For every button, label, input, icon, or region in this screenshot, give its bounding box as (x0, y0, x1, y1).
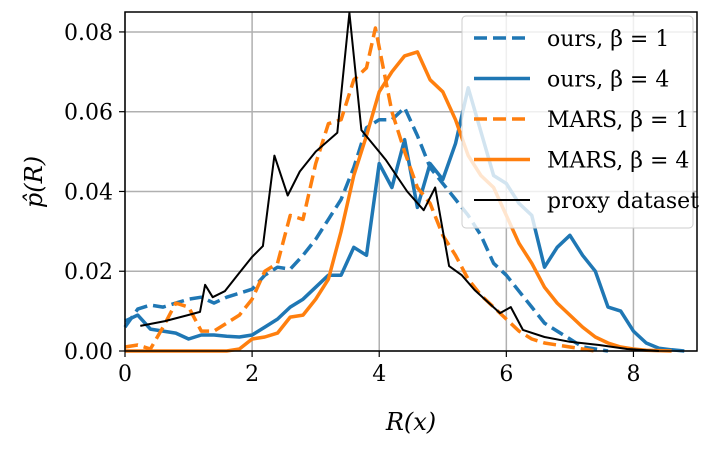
legend-box (461, 15, 694, 229)
ticks: 0 2 4 6 8 0.00 0.02 0.04 0.06 0.08 (64, 21, 640, 387)
legend: ours, β = 1 ours, β = 4 MARS, β = 1 MARS, β… (461, 15, 699, 229)
x-tick-label: 6 (499, 362, 513, 387)
series-lines (123, 11, 685, 353)
x-tick-label: 8 (626, 362, 640, 387)
series-line-3 (125, 50, 672, 353)
x-tick-label: 4 (372, 362, 386, 387)
legend-label-4: proxy dataset (547, 189, 699, 214)
x-axis-label: R(x) (385, 408, 436, 436)
y-axis-label: p̂(R) (20, 156, 48, 208)
y-tick-label: 0.08 (64, 21, 113, 46)
legend-label-2: MARS, β = 1 (547, 108, 689, 133)
series-line-0 (123, 105, 609, 353)
y-tick-label: 0.02 (64, 260, 113, 285)
legend-label-1: ours, β = 4 (547, 68, 669, 93)
series-line-2 (124, 26, 596, 353)
legend-label-3: MARS, β = 4 (547, 149, 689, 174)
series-line-4 (140, 11, 659, 352)
x-tick-label: 0 (118, 362, 132, 387)
legend-label-0: ours, β = 1 (547, 27, 669, 52)
y-tick-label: 0.04 (64, 180, 113, 205)
y-tick-label: 0.06 (64, 101, 113, 126)
y-tick-label: 0.00 (64, 340, 113, 365)
plot-frame (124, 11, 698, 352)
series-line-1 (124, 86, 685, 353)
x-tick-label: 2 (245, 362, 259, 387)
